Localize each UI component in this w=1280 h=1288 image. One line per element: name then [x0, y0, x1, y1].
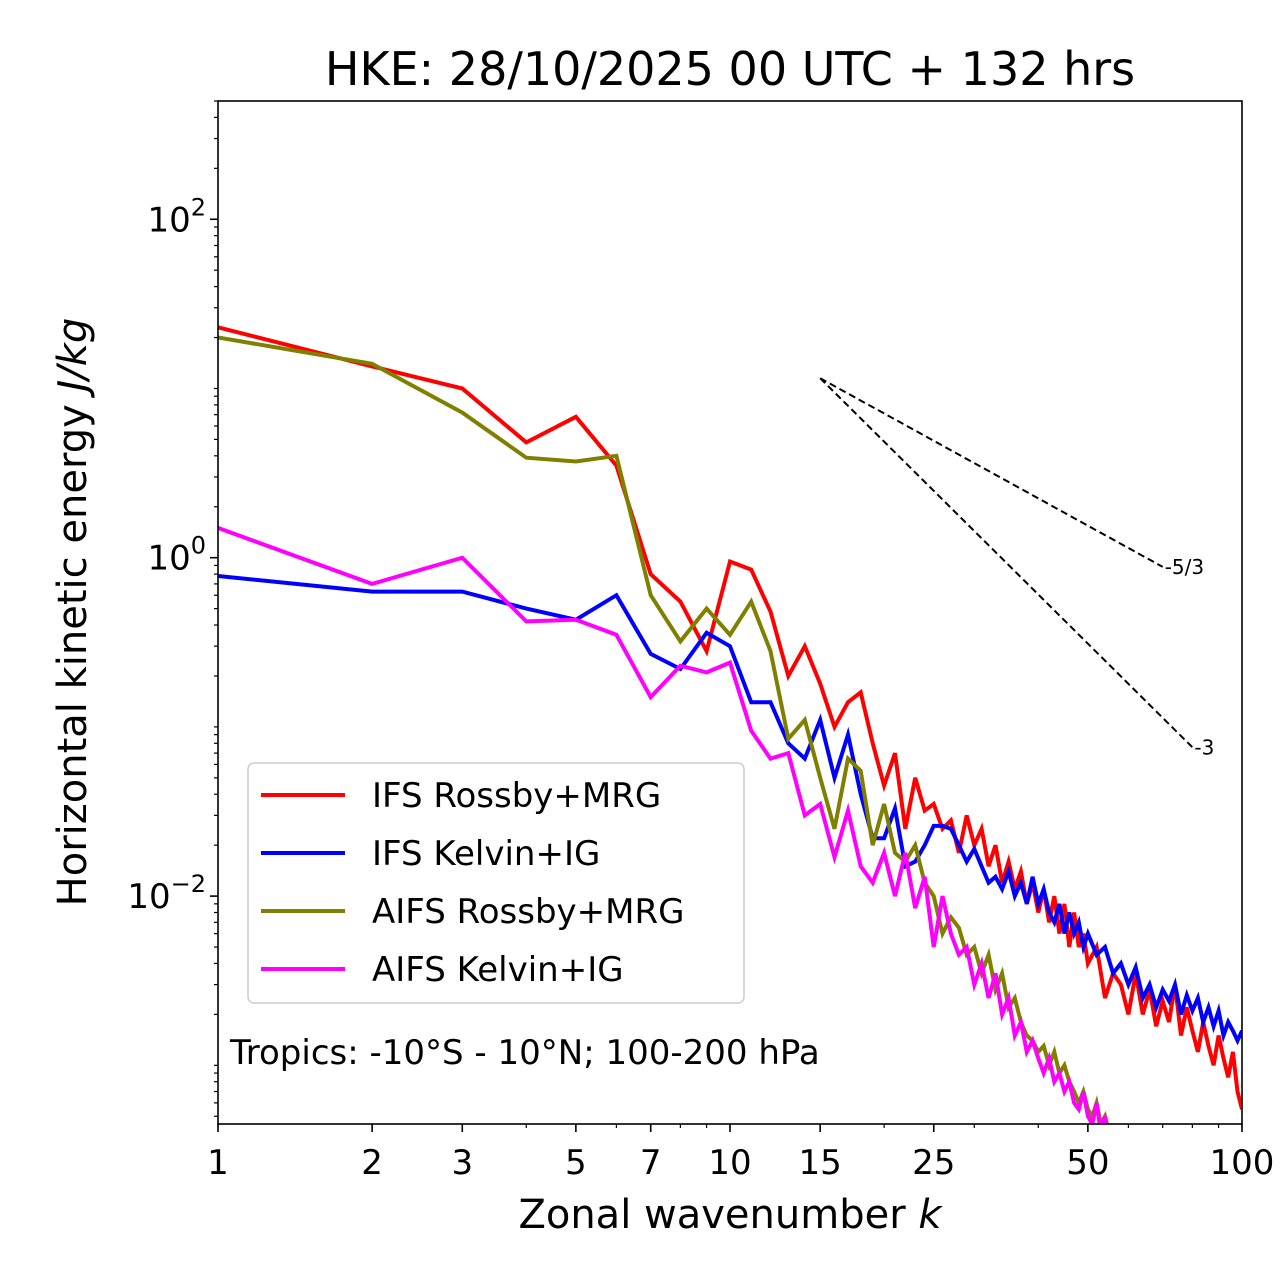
y-tick-label: 10−2 — [127, 870, 206, 917]
region-annotation: Tropics: -10°S - 10°N; 100-200 hPa — [229, 1033, 820, 1073]
y-tick-label: 102 — [147, 193, 206, 240]
y-axis-ticks: 10−2 100 102 — [127, 100, 218, 1117]
x-tick-label: 15 — [799, 1143, 842, 1183]
reference-slope-line — [819, 377, 1164, 568]
reference-slopes: -5/3 -3 — [819, 377, 1214, 759]
legend-label: IFS Kelvin+IG — [372, 834, 600, 874]
x-tick-label: 2 — [361, 1143, 383, 1183]
series-line-aifs-rossby-mrg — [218, 335, 1114, 1124]
y-axis-label: Horizontal kinetic energy J/kg — [50, 318, 96, 907]
legend: IFS Rossby+MRG IFS Kelvin+IG AIFS Rossby+M… — [247, 762, 745, 1004]
legend-label: AIFS Kelvin+IG — [372, 950, 624, 990]
x-tick-label: 7 — [640, 1143, 662, 1183]
series-line-aifs-kelvin-ig — [218, 526, 1109, 1124]
x-tick-label: 1 — [207, 1143, 229, 1183]
reference-slope-label: -3 — [1194, 735, 1214, 759]
reference-slope-line — [819, 377, 1194, 748]
x-tick-label: 25 — [912, 1143, 955, 1183]
series-layer — [218, 325, 1242, 1124]
x-axis-label: Zonal wavenumber k — [518, 1192, 943, 1238]
y-axis-label-unit: J/kg — [50, 318, 96, 399]
reference-slope-label: -5/3 — [1165, 555, 1204, 579]
x-axis-ticks: 1 2 3 5 7 10 15 25 50 100 — [207, 1124, 1274, 1183]
legend-box — [247, 762, 745, 1004]
y-tick-label: 100 — [147, 532, 206, 579]
legend-label: AIFS Rossby+MRG — [372, 892, 684, 932]
x-axis-label-text: Zonal wavenumber — [518, 1192, 906, 1238]
x-tick-label: 100 — [1210, 1143, 1275, 1183]
series-line-ifs-kelvin-ig — [218, 574, 1242, 1046]
x-tick-label: 3 — [451, 1143, 473, 1183]
y-axis-label-text: Horizontal kinetic energy — [50, 404, 96, 906]
x-tick-label: 10 — [708, 1143, 751, 1183]
legend-label: IFS Rossby+MRG — [372, 776, 661, 816]
chart-title: HKE: 28/10/2025 00 UTC + 132 hrs — [325, 42, 1135, 96]
x-tick-label: 50 — [1066, 1143, 1109, 1183]
x-tick-label: 5 — [565, 1143, 587, 1183]
x-axis-label-symbol: k — [918, 1192, 943, 1238]
